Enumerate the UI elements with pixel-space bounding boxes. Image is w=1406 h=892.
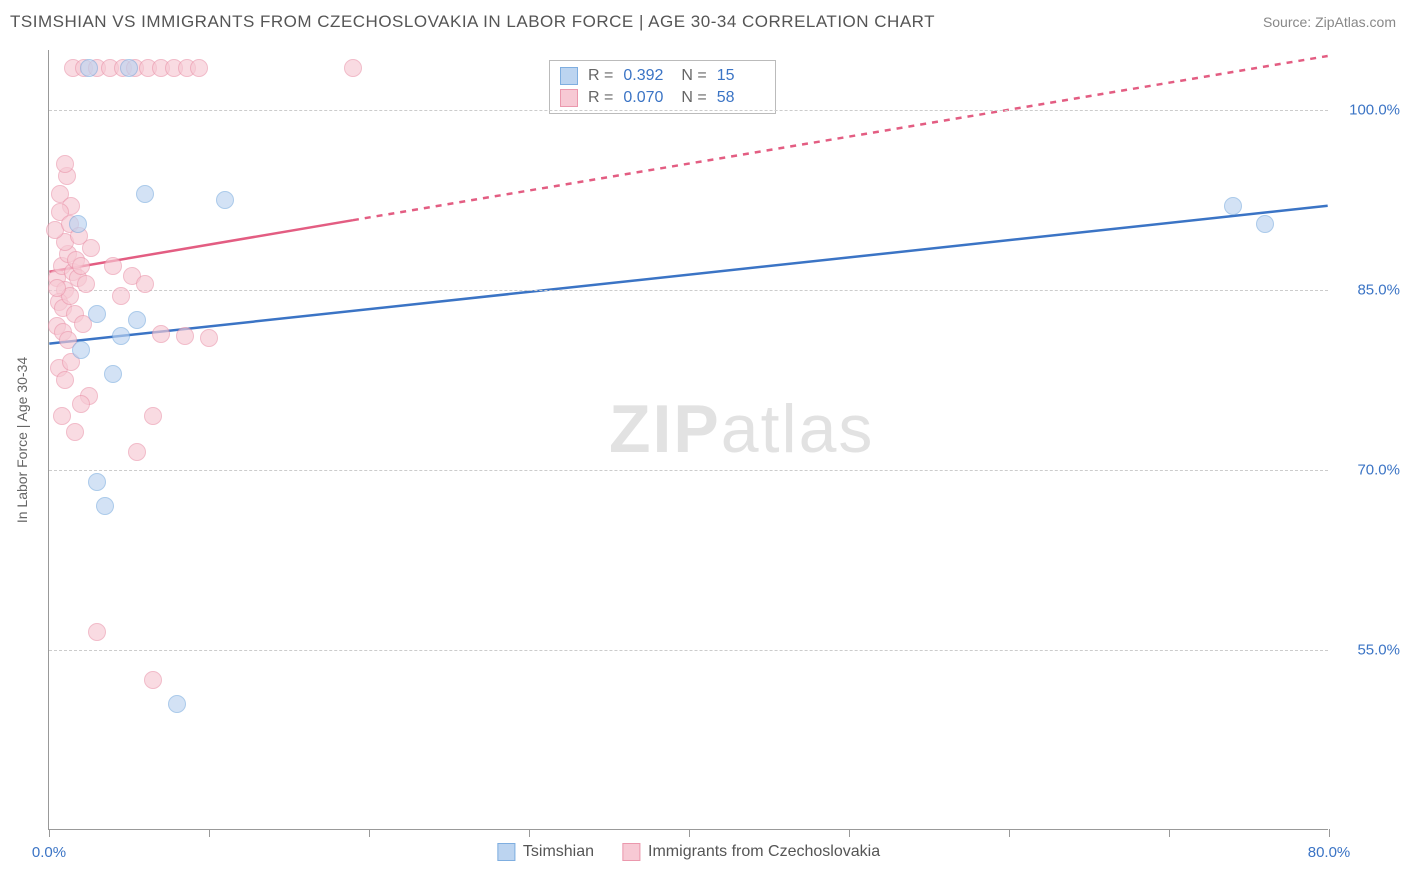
- n-value-series1: 15: [717, 67, 765, 85]
- data-point: [48, 279, 66, 297]
- legend-label-series2: Immigrants from Czechoslovakia: [648, 843, 880, 861]
- plot-area: ZIPatlas R = 0.392 N = 15 R = 0.070 N = …: [48, 50, 1328, 830]
- x-tick: [849, 829, 850, 837]
- data-point: [144, 671, 162, 689]
- data-point: [112, 327, 130, 345]
- data-point: [88, 473, 106, 491]
- y-tick-label: 85.0%: [1340, 282, 1400, 299]
- data-point: [190, 59, 208, 77]
- data-point: [77, 275, 95, 293]
- x-tick: [689, 829, 690, 837]
- data-point: [176, 327, 194, 345]
- data-point: [96, 497, 114, 515]
- x-tick: [369, 829, 370, 837]
- legend-label-series1: Tsimshian: [523, 843, 594, 861]
- data-point: [112, 287, 130, 305]
- y-tick-label: 55.0%: [1340, 642, 1400, 659]
- data-point: [72, 341, 90, 359]
- stats-row-series2: R = 0.070 N = 58: [560, 87, 765, 109]
- data-point: [72, 257, 90, 275]
- gridline-horizontal: [49, 650, 1328, 651]
- data-point: [120, 59, 138, 77]
- gridline-horizontal: [49, 470, 1328, 471]
- data-point: [53, 407, 71, 425]
- x-tick-label: 80.0%: [1308, 844, 1351, 861]
- data-point: [69, 215, 87, 233]
- data-point: [88, 623, 106, 641]
- data-point: [152, 325, 170, 343]
- x-tick: [1009, 829, 1010, 837]
- data-point: [66, 423, 84, 441]
- data-point: [344, 59, 362, 77]
- gridline-horizontal: [49, 110, 1328, 111]
- data-point: [72, 395, 90, 413]
- x-tick: [529, 829, 530, 837]
- swatch-series2-legend: [622, 843, 640, 861]
- y-tick-label: 100.0%: [1340, 102, 1400, 119]
- data-point: [144, 407, 162, 425]
- x-tick: [49, 829, 50, 837]
- data-point: [82, 239, 100, 257]
- x-tick-label: 0.0%: [32, 844, 66, 861]
- x-tick: [1329, 829, 1330, 837]
- stats-row-series1: R = 0.392 N = 15: [560, 65, 765, 87]
- data-point: [1256, 215, 1274, 233]
- data-point: [128, 443, 146, 461]
- r-value-series2: 0.070: [623, 89, 671, 107]
- swatch-series2: [560, 89, 578, 107]
- stats-box: R = 0.392 N = 15 R = 0.070 N = 58: [549, 60, 776, 114]
- y-tick-label: 70.0%: [1340, 462, 1400, 479]
- data-point: [88, 305, 106, 323]
- data-point: [136, 185, 154, 203]
- legend-item-series1: Tsimshian: [497, 843, 594, 861]
- data-point: [104, 365, 122, 383]
- data-point: [56, 155, 74, 173]
- y-axis-label: In Labor Force | Age 30-34: [14, 357, 30, 523]
- swatch-series1-legend: [497, 843, 515, 861]
- x-tick: [209, 829, 210, 837]
- source-label: Source: ZipAtlas.com: [1263, 14, 1396, 30]
- trend-lines: [49, 50, 1328, 829]
- bottom-legend: Tsimshian Immigrants from Czechoslovakia: [497, 843, 880, 861]
- chart-title: TSIMSHIAN VS IMMIGRANTS FROM CZECHOSLOVA…: [10, 12, 935, 32]
- data-point: [200, 329, 218, 347]
- swatch-series1: [560, 67, 578, 85]
- data-point: [56, 371, 74, 389]
- legend-item-series2: Immigrants from Czechoslovakia: [622, 843, 880, 861]
- data-point: [1224, 197, 1242, 215]
- data-point: [104, 257, 122, 275]
- data-point: [80, 59, 98, 77]
- data-point: [136, 275, 154, 293]
- gridline-horizontal: [49, 290, 1328, 291]
- data-point: [216, 191, 234, 209]
- data-point: [128, 311, 146, 329]
- title-bar: TSIMSHIAN VS IMMIGRANTS FROM CZECHOSLOVA…: [10, 12, 1396, 32]
- r-value-series1: 0.392: [623, 67, 671, 85]
- n-value-series2: 58: [717, 89, 765, 107]
- data-point: [168, 695, 186, 713]
- x-tick: [1169, 829, 1170, 837]
